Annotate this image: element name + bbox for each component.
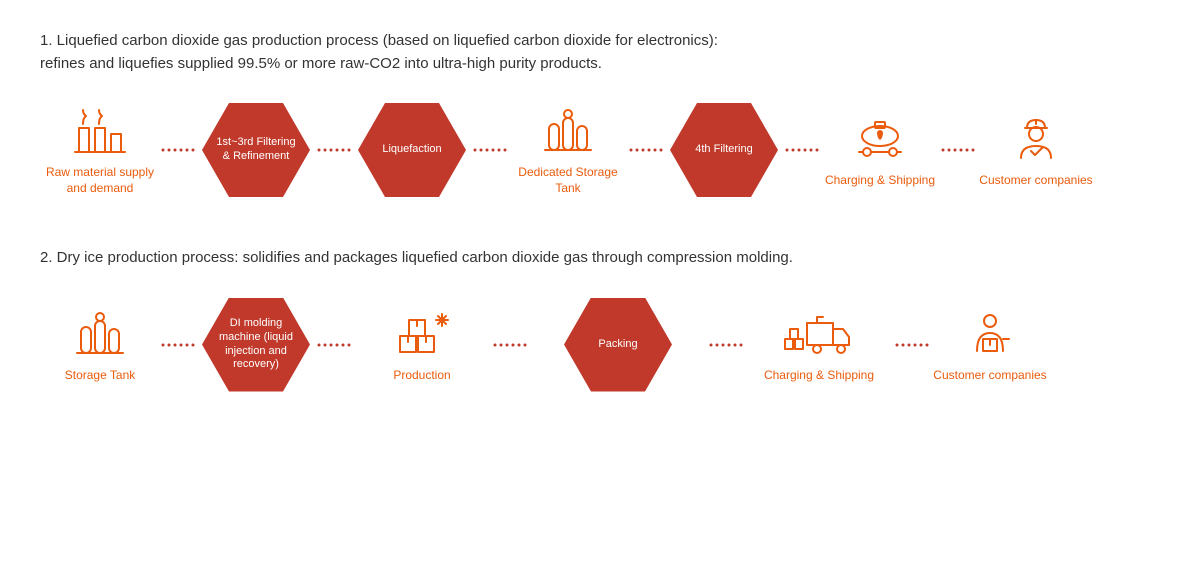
hexagon: Packing	[564, 298, 672, 392]
tank-icon	[541, 103, 595, 159]
connector-dots	[160, 344, 196, 346]
step-production: Production	[352, 306, 492, 384]
connector-dots	[472, 149, 508, 151]
step-charging-shipping: Charging & Shipping	[820, 111, 940, 189]
tank-icon	[73, 306, 127, 362]
hex-label: Packing	[598, 338, 637, 352]
tanker-icon	[851, 111, 909, 167]
hexagon: Liquefaction	[358, 103, 466, 197]
hexagon: 1st~3rd Filtering & Refinement	[202, 103, 310, 197]
section2-title: 2. Dry ice production process: solidifie…	[40, 247, 1156, 270]
connector-dots	[894, 344, 930, 346]
hex-label: 4th Filtering	[695, 143, 752, 157]
step-raw-material: Raw material supply and demand	[40, 103, 160, 196]
hexagon: DI molding machine (liquid injection and…	[202, 298, 310, 392]
factory-icon	[73, 103, 127, 159]
step-filtering-4: 4th Filtering	[664, 103, 784, 197]
step-di-molding: DI molding machine (liquid injection and…	[196, 298, 316, 392]
step-label: Customer companies	[979, 173, 1092, 189]
hexagon: 4th Filtering	[670, 103, 778, 197]
step-filtering-1-3: 1st~3rd Filtering & Refinement	[196, 103, 316, 197]
hex-label: DI molding machine (liquid injection and…	[216, 317, 296, 372]
section-dryice: 2. Dry ice production process: solidifie…	[40, 247, 1156, 392]
step-storage-tank-2: Storage Tank	[40, 306, 160, 384]
connector-dots	[316, 149, 352, 151]
step-customer-2: Customer companies	[930, 306, 1050, 384]
step-label: Production	[393, 368, 450, 384]
step-label: Customer companies	[933, 368, 1046, 384]
connector-dots	[940, 149, 976, 151]
flow-row-2: Storage Tank DI molding machine (liquid …	[40, 298, 1156, 392]
boxes-icon	[392, 306, 452, 362]
step-customer: Customer companies	[976, 111, 1096, 189]
hex-label: Liquefaction	[382, 143, 441, 157]
step-storage-tank: Dedicated Storage Tank	[508, 103, 628, 196]
hex-label: 1st~3rd Filtering & Refinement	[216, 136, 296, 164]
section1-title: 1. Liquefied carbon dioxide gas producti…	[40, 30, 1156, 75]
connector-dots	[316, 344, 352, 346]
truck-icon	[783, 306, 855, 362]
step-label: Charging & Shipping	[764, 368, 874, 384]
connector-dots	[784, 149, 820, 151]
step-label: Raw material supply and demand	[40, 165, 160, 196]
step-liquefaction: Liquefaction	[352, 103, 472, 197]
connector-dots	[160, 149, 196, 151]
step-charging-shipping-2: Charging & Shipping	[744, 306, 894, 384]
flow-row-1: Raw material supply and demand 1st~3rd F…	[40, 103, 1156, 197]
customer-box-icon	[963, 306, 1017, 362]
worker-icon	[1011, 111, 1061, 167]
step-label: Dedicated Storage Tank	[508, 165, 628, 196]
connector-dots	[492, 344, 528, 346]
step-packing: Packing	[558, 298, 678, 392]
connector-dots	[708, 344, 744, 346]
connector-dots	[628, 149, 664, 151]
section-lco2: 1. Liquefied carbon dioxide gas producti…	[40, 30, 1156, 197]
step-label: Charging & Shipping	[825, 173, 935, 189]
step-label: Storage Tank	[65, 368, 136, 384]
